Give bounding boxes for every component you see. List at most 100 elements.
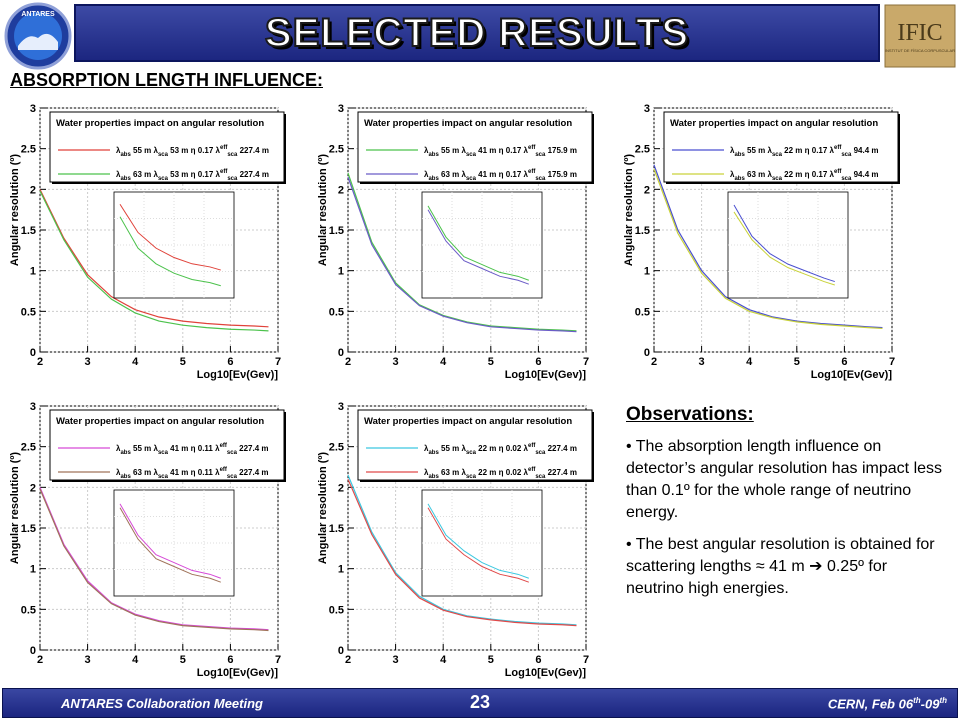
x-tick-label: 6 [227,654,233,666]
y-tick-label: 1 [644,266,650,278]
y-tick-label: 3 [338,401,344,413]
series-line-1 [347,474,577,626]
x-tick-label: 2 [345,356,351,368]
chart-1: 2 3 4 5 6 7 0 0.5 1 1.5 2 2.5 3 Angular resolution (º… [6,100,308,382]
footer-page-number: 23 [469,692,491,712]
legend-box [357,409,593,481]
x-tick-label: 4 [746,356,753,368]
series-line-2 [39,190,269,332]
inset-series-line-2 [427,209,529,285]
x-tick-label: 5 [488,356,494,368]
chart-1-svg: 2 3 4 5 6 7 0 0.5 1 1.5 2 2.5 3 Angular resolution (º… [9,103,286,381]
antares-logo: ANTARES [4,2,72,70]
x-tick-label: 7 [275,356,281,368]
y-tick-label: 3 [30,103,36,115]
x-tick-label: 2 [37,654,43,666]
x-tick-label: 5 [180,356,186,368]
y-tick-label: 3 [30,401,36,413]
ific-logo-text: IFIC [897,20,942,46]
y-axis-label: Angular resolution (º) [9,154,21,267]
inset-series-line-1 [119,503,221,579]
y-tick-label: 3 [338,103,344,115]
x-tick-label: 6 [535,654,541,666]
y-tick-label: 0 [30,645,36,657]
x-axis-label: Log10[Eν(Gev)] [505,369,587,381]
legend-box [663,111,899,183]
x-tick-label: 7 [275,654,281,666]
legend-entry-1: λabs 55 m λsca 53 m η 0.17 λeffsca 227.4… [116,145,269,158]
footer-meeting: ANTARES Collaboration Meeting [61,696,263,711]
observations-panel: Observations: • The absorption length in… [626,404,946,610]
footer-location-date: CERN, Feb 06th-09th [828,696,947,711]
legend-entry-1: λabs 55 m λsca 22 m η 0.17 λeffsca 94.4 … [730,145,879,158]
x-axis-label: Log10[Eν(Gev)] [197,667,279,679]
x-tick-label: 7 [889,356,895,368]
x-tick-label: 3 [393,654,399,666]
x-tick-label: 3 [393,356,399,368]
y-tick-label: 1 [338,266,344,278]
x-tick-label: 3 [85,356,91,368]
y-tick-label: 0.5 [329,604,344,616]
inset-series-line-2 [119,507,221,583]
legend-entry-2: λabs 63 m λsca 22 m η 0.17 λeffsca 94.4 … [730,169,879,182]
y-axis-label: Angular resolution (º) [9,452,21,565]
x-tick-label: 2 [651,356,657,368]
legend-box [49,409,285,481]
y-tick-label: 2.5 [329,144,344,156]
series-line-2 [347,478,577,627]
series-line-2 [39,488,269,632]
observations-title: Observations: [626,404,754,425]
series-line-1 [39,487,269,631]
chart-3-svg: 2 3 4 5 6 7 0 0.5 1 1.5 2 2.5 3 Angular resolution (º… [623,103,900,381]
y-tick-label: 0 [338,347,344,359]
legend-box [357,111,593,183]
footer-date-mid: -09 [920,696,940,712]
inset-series-line-1 [733,204,835,283]
y-axis-label: Angular resolution (º) [623,154,635,267]
series-line-1 [347,172,577,332]
legend-entry-2: λabs 63 m λsca 41 m η 0.17 λeffsca 175.9… [424,169,577,182]
legend-entry-2: λabs 63 m λsca 41 m η 0.11 λeffsca 227.4… [116,467,269,480]
y-tick-label: 0.5 [21,604,36,616]
chart-3: 2 3 4 5 6 7 0 0.5 1 1.5 2 2.5 3 Angular resolution (º… [620,100,922,382]
y-tick-label: 2 [644,184,650,196]
chart-2: 2 3 4 5 6 7 0 0.5 1 1.5 2 2.5 3 Angular resolution (º… [314,100,616,382]
y-tick-label: 1.5 [329,225,344,237]
x-tick-label: 4 [440,654,447,666]
y-axis-label: Angular resolution (º) [317,154,329,267]
footer-bar: ANTARES Collaboration Meeting 23 CERN, F… [2,688,958,718]
y-tick-label: 1 [30,564,36,576]
legend-box [49,111,285,183]
x-axis-label: Log10[Eν(Gev)] [811,369,893,381]
x-tick-label: 5 [488,654,494,666]
inset-series-line-1 [427,503,529,579]
antares-logo-text: ANTARES [21,11,55,18]
y-tick-label: 0 [644,347,650,359]
chart-5-svg: 2 3 4 5 6 7 0 0.5 1 1.5 2 2.5 3 Angular resolution (º… [317,401,594,679]
x-tick-label: 3 [85,654,91,666]
chart-5: 2 3 4 5 6 7 0 0.5 1 1.5 2 2.5 3 Angular resolution (º… [314,398,616,680]
legend-entry-1: λabs 55 m λsca 41 m η 0.11 λeffsca 227.4… [116,443,269,456]
ific-logo-subtext: INSTITUT DE FÍSICA CORPUSCULAR [885,48,955,53]
ific-logo: IFIC INSTITUT DE FÍSICA CORPUSCULAR [884,4,956,68]
x-tick-label: 4 [440,356,447,368]
y-tick-label: 0.5 [635,306,650,318]
observation-item-1: • The absorption length influence on det… [626,438,943,521]
x-tick-label: 4 [132,654,139,666]
series-line-1 [653,164,883,329]
legend-title: Water properties impact on angular resol… [364,118,572,129]
y-tick-label: 2.5 [635,144,650,156]
y-tick-label: 0 [30,347,36,359]
x-tick-label: 7 [583,654,589,666]
legend-entry-2: λabs 63 m λsca 53 m η 0.17 λeffsca 227.4… [116,169,269,182]
inset-series-line-1 [427,205,529,281]
y-tick-label: 1.5 [329,523,344,535]
y-tick-label: 0.5 [329,306,344,318]
x-tick-label: 7 [583,356,589,368]
y-tick-label: 2 [30,184,36,196]
inset-series-line-1 [119,203,221,271]
y-tick-label: 2.5 [329,442,344,454]
x-tick-label: 5 [180,654,186,666]
legend-entry-1: λabs 55 m λsca 41 m η 0.17 λeffsca 175.9… [424,145,577,158]
y-tick-label: 2 [30,482,36,494]
